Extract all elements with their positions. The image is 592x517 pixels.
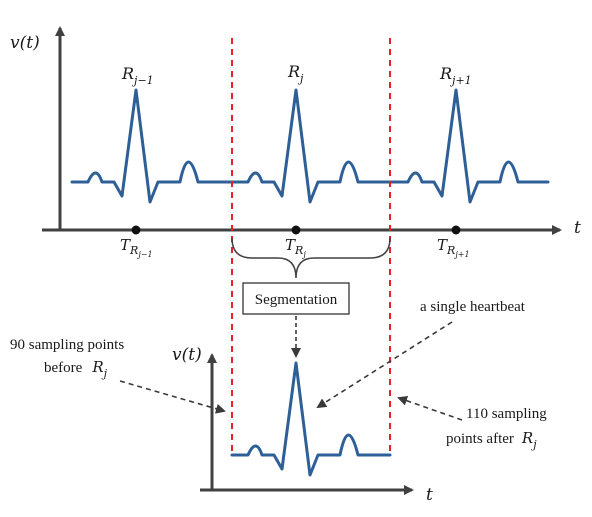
time-mark-label-j-plus-1: TRj+1 [437, 236, 470, 259]
time-mark-dot-j-minus-1 [132, 226, 141, 235]
annotation-single-heartbeat: a single heartbeat [420, 299, 526, 315]
annotation-before-line1: 90 sampling points [10, 337, 124, 353]
peak-label-r-j: Rj [287, 62, 304, 85]
bottom-x-axis-label: t [426, 485, 433, 505]
annotation-single-heartbeat-arrow [318, 322, 452, 407]
segmentation-label: Segmentation [255, 292, 338, 308]
time-mark-dot-j [292, 226, 301, 235]
time-mark-label-j-minus-1: TRj−1 [120, 236, 153, 259]
bottom-y-axis-label: v(t) [172, 345, 202, 365]
top-y-axis-label: v(t) [10, 33, 40, 53]
peak-label-r-j-plus-1: Rj+1 [439, 64, 472, 87]
annotation-after-line2: points after Rj [446, 429, 537, 451]
top-x-axis-label: t [574, 218, 581, 238]
annotation-after-arrow [399, 398, 462, 420]
time-mark-label-j: TRj [285, 236, 306, 259]
ecg-signal-single-heartbeat [232, 363, 390, 475]
ecg-signal-top [72, 90, 548, 202]
time-mark-dot-j-plus-1 [452, 226, 461, 235]
annotation-before-line2: before Rj [44, 358, 108, 380]
annotation-before-arrow [120, 381, 224, 411]
segment-brace [232, 238, 390, 278]
annotation-after-line1: 110 sampling [466, 406, 547, 422]
peak-label-r-j-minus-1: Rj−1 [121, 64, 154, 87]
